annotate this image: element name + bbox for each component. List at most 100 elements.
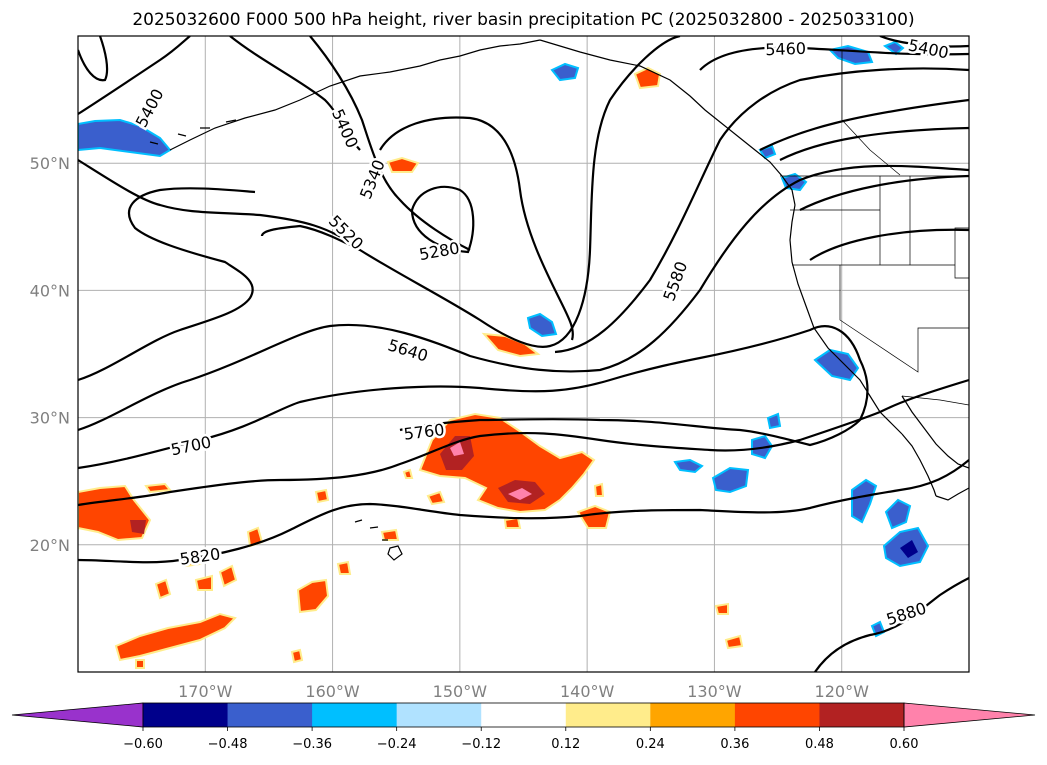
contour-5580 [78,187,256,382]
contour-5400-west [78,36,191,115]
lon-tick-label: 140°W [560,682,615,701]
contour-5280-outer [379,116,574,341]
contour-5460-b [759,98,969,151]
precip-area-neg [882,40,905,56]
colorbar-tick-label: −0.36 [292,737,332,752]
colorbar-segment [312,703,398,727]
coastline-mexico [935,487,969,501]
border-alaska-canada [841,50,901,176]
lon-tick-label: 160°W [305,682,360,701]
lat-tick-label: 40°N [30,281,70,300]
colorbar: −0.60 −0.48 −0.36 −0.24 −0.12 0.12 0.24 0.36 0.4… [11,702,1036,752]
longitude-tick-labels: 170°W 160°W 150°W 140°W 130°W 120°W [178,682,869,701]
precip-area-pos-peak [508,488,532,500]
precip-area-pos [194,574,213,591]
contour-5640-east [809,228,969,261]
colorbar-segment [565,703,651,727]
colorbar-frame [142,702,905,728]
precip-area-neg [711,466,750,494]
colorbar-tick-label: 0.12 [551,737,580,752]
precip-area-pos [218,564,238,588]
colorbar-segment [227,703,313,727]
lon-tick-label: 170°W [178,682,233,701]
contour-5400-northwest [78,36,109,82]
colorbar-tick-label: −0.60 [123,737,163,752]
precip-area-pos [336,560,352,575]
precip-area-pos [114,612,237,662]
precip-area-pos [593,482,605,497]
colorbar-tick-label: 0.48 [805,737,834,752]
precip-area-neg [884,498,912,530]
map-title: 2025032600 F000 500 hPa height, river ba… [132,10,915,30]
contour-5640 [78,164,969,432]
colorbar-tick-label: −0.48 [208,737,248,752]
coastline-gulf-of-alaska [539,39,796,206]
precip-area-neg-strong [900,540,918,558]
precip-area-pos-peak [450,442,464,456]
precip-area-pos [314,488,330,504]
precip-area-pos [714,602,729,615]
precip-area-neg [550,62,580,82]
precip-area-pos [135,659,145,669]
border-states [790,176,969,373]
lat-tick-label: 50°N [30,154,70,173]
precip-area-pos [296,578,330,614]
precip-area-pos [426,490,446,506]
contour-5580-east [799,174,969,211]
precip-area-neg [673,458,704,474]
contour-5760 [78,378,969,507]
colorbar-tick-label: −0.12 [461,737,501,752]
lat-tick-label: 20°N [30,536,70,555]
height-contours [78,36,969,672]
precip-area-pos [144,482,172,494]
contour-5400-central [229,36,361,151]
contour-5880 [814,577,969,672]
colorbar-tick-label: 0.36 [720,737,749,752]
contour-5520-east [779,126,969,161]
lat-tick-label: 30°N [30,409,70,428]
contour-5700 [78,325,869,470]
colorbar-tick-label: 0.60 [890,737,919,752]
colorbar-tick-label: 0.24 [636,737,665,752]
precip-area-pos-strong [130,520,146,534]
colorbar-segment [734,703,820,727]
contour-5820 [78,459,969,564]
precip-area-neg [766,412,782,430]
precip-area-pos [724,634,744,650]
contour-5280 [410,185,475,254]
contour-5460 [699,46,969,71]
lon-tick-label: 130°W [687,682,742,701]
colorbar-extend-low [11,702,144,728]
lon-tick-label: 120°W [815,682,870,701]
colorbar-segment [650,703,736,727]
precip-area-neg [851,478,878,524]
precip-area-neg [526,312,558,338]
colorbar-segment [819,703,905,727]
contour-5400-northeast [879,36,969,48]
contour-5520-loop [260,224,361,251]
colorbar-segment [143,703,229,727]
colorbar-segment [481,703,567,727]
precip-area-pos [402,468,414,479]
coastline-aleutian-islands [149,119,237,145]
lon-tick-label: 150°W [433,682,488,701]
contour-5340 [309,36,471,251]
coastline-baja [901,395,969,497]
colorbar-extend-high [903,702,1036,728]
precip-area-pos [503,516,522,529]
precip-area-pos [290,648,304,664]
contour-5520 [78,36,681,348]
colorbar-segment [396,703,482,727]
precip-area-pos [576,504,612,529]
map-frame [77,35,970,673]
coastline-us-west [789,204,903,435]
coastline-hawaii [354,519,403,561]
precip-area-pos [380,528,400,541]
latitude-tick-labels: 20°N 30°N 40°N 50°N [30,154,70,555]
colorbar-tick-label: −0.24 [377,737,417,752]
contour-5580-right [554,67,969,354]
precip-area-pos [154,578,172,600]
contour-label: 5460 [765,39,806,59]
coastline-alaska [169,39,541,151]
